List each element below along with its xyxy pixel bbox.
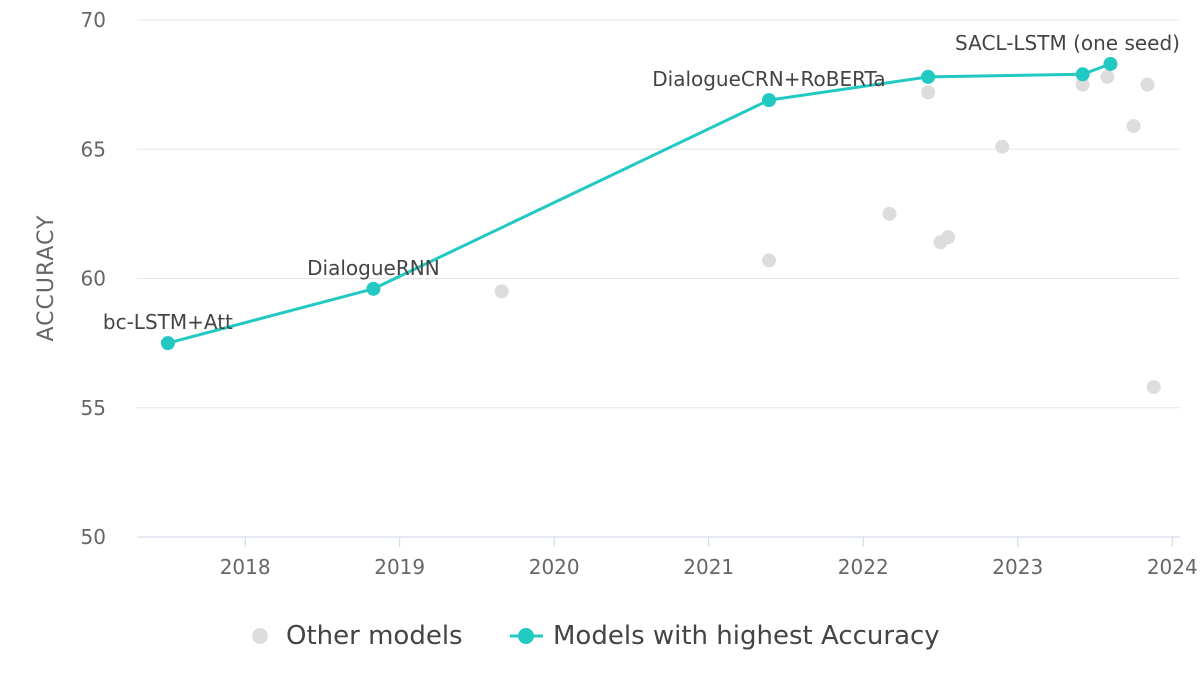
other-model-point[interactable]: [1146, 380, 1161, 395]
point-label-layer: bc-LSTM+Att DialogueRNN DialogueCRN+RoBERT…: [103, 31, 1180, 334]
best-model-point[interactable]: [921, 69, 936, 84]
other-model-point[interactable]: [1140, 77, 1155, 92]
best-models-layer: [160, 56, 1118, 351]
legend-item-best-models[interactable]: Models with highest Accuracy: [510, 621, 940, 651]
legend: Other models Models with highest Accurac…: [252, 621, 940, 651]
x-tick-label: 2023: [992, 555, 1043, 579]
legend-label-best-models: Models with highest Accuracy: [553, 621, 940, 651]
best-model-point[interactable]: [366, 281, 381, 296]
axis-layer: 50 55 60 65 70 2018 2019 2020 2021 2022 2023 2024: [81, 8, 1198, 579]
legend-item-other-models[interactable]: Other models: [252, 621, 463, 651]
other-model-point[interactable]: [494, 284, 509, 299]
legend-marker-other-models: [252, 628, 268, 644]
other-model-point[interactable]: [761, 253, 776, 268]
other-model-point[interactable]: [995, 139, 1010, 154]
other-model-point[interactable]: [941, 230, 956, 245]
best-model-point[interactable]: [1075, 67, 1090, 82]
x-tick-label: 2021: [683, 555, 734, 579]
best-models-line: [167, 62, 1112, 345]
x-tick-label: 2018: [220, 555, 271, 579]
best-model-point[interactable]: [761, 93, 776, 108]
other-model-point[interactable]: [1100, 69, 1115, 84]
point-label: SACL-LSTM (one seed): [955, 31, 1180, 55]
y-tick-label: 60: [81, 267, 106, 291]
other-model-point[interactable]: [921, 85, 936, 100]
legend-marker-best-models: [518, 628, 534, 644]
other-model-point[interactable]: [1126, 118, 1141, 133]
best-model-point[interactable]: [1103, 56, 1118, 71]
y-tick-label: 65: [81, 137, 106, 161]
other-model-point[interactable]: [1075, 77, 1090, 92]
other-models-layer: [494, 69, 1161, 395]
x-tick-label: 2024: [1147, 555, 1198, 579]
x-tick-label: 2022: [838, 555, 889, 579]
other-model-point[interactable]: [882, 206, 897, 221]
point-label: DialogueRNN: [307, 256, 440, 280]
point-label: DialogueCRN+RoBERTa: [652, 67, 885, 91]
x-tick-label: 2019: [374, 555, 425, 579]
x-tick-label: 2020: [529, 555, 580, 579]
legend-label-other-models: Other models: [286, 621, 463, 651]
y-tick-label: 50: [81, 525, 106, 549]
y-tick-label: 70: [81, 8, 106, 32]
grid-layer: [137, 19, 1180, 409]
best-model-point[interactable]: [160, 336, 175, 351]
y-tick-label: 55: [81, 396, 106, 420]
point-label: bc-LSTM+Att: [103, 310, 233, 334]
y-axis-title: ACCURACY: [34, 215, 59, 342]
